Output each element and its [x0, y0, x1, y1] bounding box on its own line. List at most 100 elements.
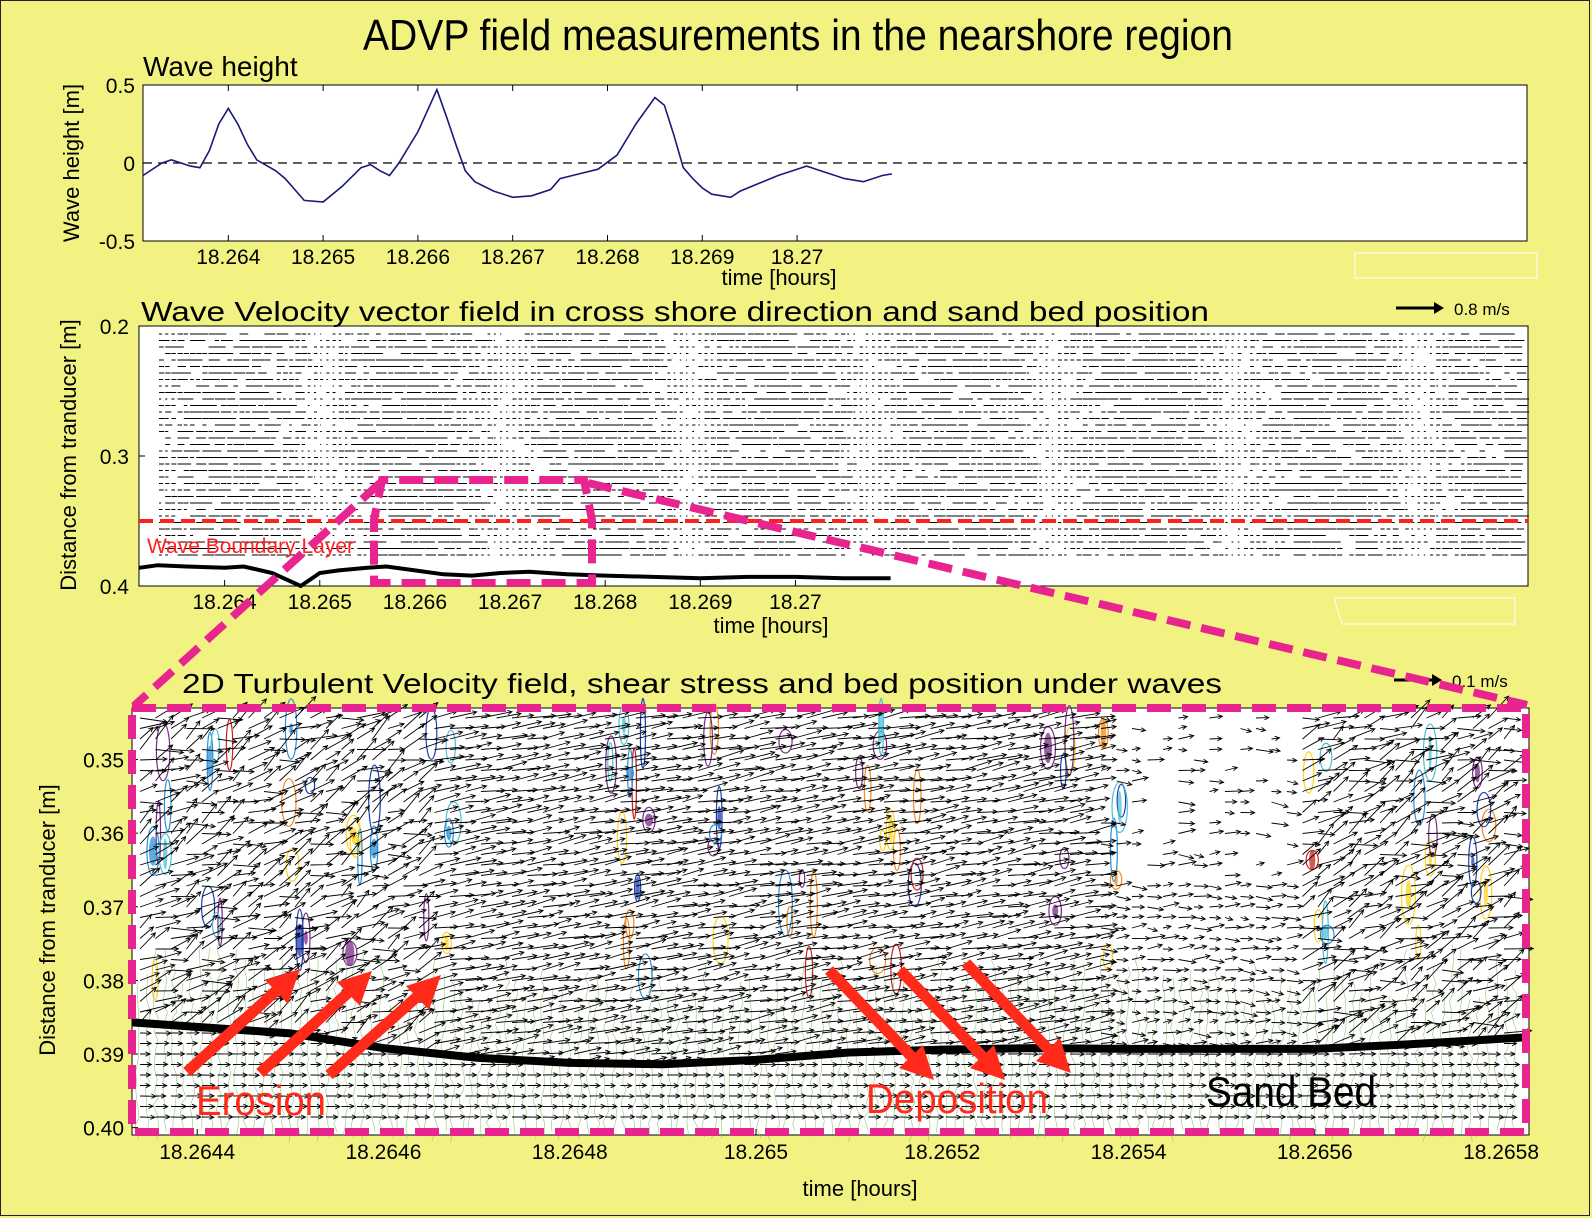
- x-tick-label: 18.269: [668, 591, 732, 614]
- shear-contour: [712, 915, 729, 965]
- y-tick-label: 0.37: [83, 897, 124, 920]
- turbulent-scale-label: 0.1 m/s: [1452, 672, 1508, 691]
- shear-contour-core: [446, 825, 452, 840]
- x-tick-label: 18.2656: [1277, 1141, 1353, 1164]
- y-tick-label: 0.2: [100, 316, 129, 339]
- blank-label-box: [1333, 597, 1516, 625]
- erosion-arrow: [256, 971, 372, 1078]
- velocity-title: Wave Velocity vector field in cross shor…: [141, 296, 1209, 327]
- shear-contour: [1413, 769, 1426, 826]
- x-tick-label: 18.268: [573, 591, 637, 614]
- shear-contour-core: [888, 815, 894, 844]
- velocity-vector-panel: Wave Velocity vector field in cross shor…: [56, 296, 1530, 638]
- shear-contour: [707, 837, 720, 857]
- shear-contour: [642, 806, 656, 834]
- shear-contour: [637, 953, 653, 1000]
- velocity-ylabel: Distance from tranducer [m]: [56, 319, 81, 590]
- shear-contour: [616, 811, 628, 864]
- shear-contour: [163, 779, 172, 832]
- x-tick-label: 18.267: [481, 246, 545, 269]
- erosion-arrow: [325, 975, 441, 1080]
- x-tick-label: 18.2658: [1463, 1141, 1539, 1164]
- sand-bed-line: [131, 1018, 1530, 1069]
- shear-contour: [1321, 900, 1329, 964]
- wave-height-ylabel: Wave height [m]: [59, 84, 84, 242]
- shear-contour: [1302, 751, 1315, 794]
- zoom-highlight: [128, 476, 1530, 1136]
- shear-contour: [1468, 836, 1478, 888]
- y-tick-label: 0.5: [106, 75, 135, 98]
- shear-contour: [855, 755, 864, 790]
- shear-contour: [869, 946, 887, 975]
- blank-label-box: [1354, 252, 1538, 279]
- x-tick-label: 18.266: [386, 246, 450, 269]
- shear-contour: [1476, 791, 1492, 828]
- shear-contour: [1400, 864, 1417, 925]
- shear-contour-core: [1100, 717, 1107, 750]
- shear-contour-core: [345, 940, 355, 967]
- sand-bed-label: Sand Bed: [1206, 1068, 1376, 1115]
- x-tick-label: 18.264: [196, 246, 261, 269]
- shear-contour: [1479, 865, 1493, 920]
- turbulent-velocity-panel: 2D Turbulent Velocity field, shear stres…: [35, 668, 1539, 1201]
- shear-contour: [786, 905, 794, 938]
- shear-contour-core: [878, 711, 884, 743]
- x-tick-label: 18.2646: [345, 1141, 421, 1164]
- x-tick-label: 18.265: [291, 246, 355, 269]
- x-tick-label: 18.265: [288, 591, 352, 614]
- deposition-arrow: [896, 966, 1005, 1080]
- x-tick-label: 18.268: [575, 246, 639, 269]
- shear-contour: [445, 729, 457, 764]
- turbulent-xlabel: time [hours]: [803, 1176, 918, 1201]
- shear-contour-core: [1052, 904, 1059, 918]
- y-tick-label: 0: [123, 153, 135, 176]
- velocity-vectors: [159, 333, 1530, 556]
- deposition-arrow: [825, 966, 934, 1080]
- deposition-arrow: [962, 959, 1071, 1073]
- figure-title: ADVP field measurements in the nearshore…: [363, 11, 1233, 60]
- zoom-connector-left: [131, 480, 383, 709]
- shear-contour: [423, 893, 430, 942]
- annotation-arrows: [183, 959, 1071, 1080]
- shear-contour: [912, 768, 922, 825]
- x-tick-label: 18.27: [771, 246, 824, 269]
- erosion-arrow: [183, 969, 300, 1077]
- shear-contour: [225, 718, 234, 771]
- turbulent-title: 2D Turbulent Velocity field, shear stres…: [182, 668, 1222, 699]
- shear-contour: [1470, 880, 1482, 904]
- velocity-xlabel: time [hours]: [714, 613, 829, 638]
- sand-bed-line: [138, 563, 891, 589]
- x-tick-label: 18.267: [478, 591, 542, 614]
- x-tick-label: 18.2648: [532, 1141, 608, 1164]
- shear-contour: [885, 808, 896, 851]
- wave-height-title: Wave height: [143, 51, 298, 82]
- erosion-label: Erosion: [196, 1077, 326, 1124]
- shear-stress-contours: [134, 697, 1518, 1143]
- turbulent-ylabel: Distance from tranducer [m]: [35, 784, 60, 1055]
- y-tick-label: 0.4: [100, 576, 130, 599]
- y-tick-label: 0.3: [100, 446, 129, 469]
- x-tick-label: 18.269: [670, 246, 734, 269]
- shear-contour: [1481, 808, 1497, 843]
- y-tick-label: 0.39: [83, 1044, 124, 1067]
- shear-contour-core: [1309, 849, 1316, 871]
- velocity-vector-field: [159, 333, 1530, 556]
- y-tick-label: 0.38: [83, 970, 124, 993]
- shear-contour-core: [644, 813, 654, 827]
- velocity-scale-label: 0.8 m/s: [1454, 300, 1510, 319]
- y-tick-label: 0.35: [83, 750, 124, 773]
- shear-contour-core: [1117, 790, 1122, 824]
- shear-contour: [605, 735, 618, 794]
- x-tick-label: 18.2654: [1091, 1141, 1167, 1164]
- deposition-label: Deposition: [866, 1075, 1048, 1122]
- shear-contour: [1109, 869, 1123, 890]
- shear-contour: [778, 728, 793, 754]
- y-tick-label: 0.36: [83, 823, 124, 846]
- zoom-region-box: [370, 476, 596, 587]
- shear-contour-core: [1428, 735, 1432, 770]
- shear-contour: [607, 742, 614, 782]
- x-tick-label: 18.265: [724, 1141, 788, 1164]
- shear-contour-core: [370, 838, 378, 859]
- wave-height-panel: Wave height Wave height [m] time [hours]…: [59, 51, 1538, 290]
- shear-contour-core: [295, 923, 304, 957]
